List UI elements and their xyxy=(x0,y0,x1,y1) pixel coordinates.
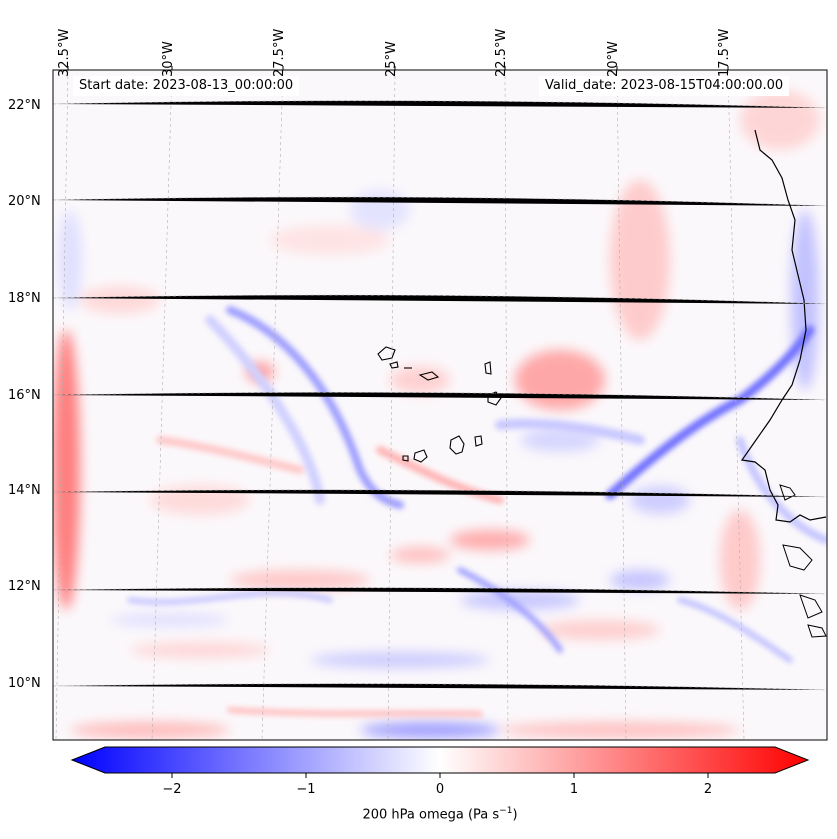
colorbar xyxy=(70,746,810,778)
colorbar-label: 200 hPa omega (Pa s−1) xyxy=(362,806,518,823)
omega-field xyxy=(53,70,827,740)
map-frame xyxy=(52,69,828,741)
lon-label: 32.5°W xyxy=(57,28,72,77)
lon-label: 17.5°W xyxy=(717,28,732,77)
lat-label: 10°N xyxy=(8,676,41,691)
lon-label: 22.5°W xyxy=(494,28,509,77)
lat-label: 12°N xyxy=(8,579,41,594)
start-date-label: Start date: 2023-08-13_00:00:00 xyxy=(73,76,300,96)
lat-label: 14°N xyxy=(8,483,41,498)
coastline xyxy=(740,129,827,523)
lat-label: 20°N xyxy=(8,194,41,209)
lon-label: 25°W xyxy=(384,41,399,77)
colorbar-tick-label: −1 xyxy=(296,782,316,797)
lat-label: 18°N xyxy=(8,291,41,306)
valid-date-label: Valid_date: 2023-08-15T04:00:00.00 xyxy=(539,76,790,96)
colorbar-tick-label: −2 xyxy=(162,782,182,797)
cape-verde-islands xyxy=(377,346,502,463)
lon-label: 27.5°W xyxy=(272,28,287,77)
lon-label: 30°W xyxy=(161,41,176,77)
lat-label: 16°N xyxy=(8,388,41,403)
lon-label: 20°W xyxy=(606,41,621,77)
colorbar-tick-label: 0 xyxy=(435,782,445,797)
graticule xyxy=(53,70,827,740)
lat-label: 22°N xyxy=(8,98,41,113)
colorbar-tick-label: 1 xyxy=(569,782,579,797)
colorbar-tick-label: 2 xyxy=(703,782,713,797)
